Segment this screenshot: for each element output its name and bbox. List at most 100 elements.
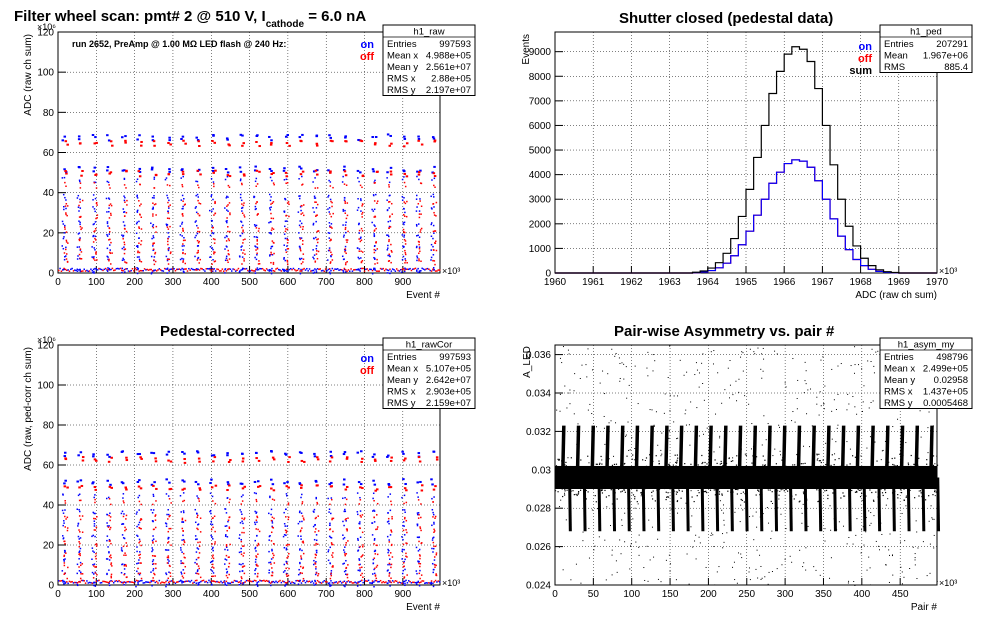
data-point-off (301, 212, 304, 214)
stats-row-value: 2.561e+07 (426, 62, 471, 73)
data-point-baseline (342, 581, 344, 583)
data-point-off (404, 240, 407, 242)
data-point-on (255, 452, 258, 455)
data-point-baseline (433, 581, 435, 583)
data-point-off (358, 563, 360, 566)
data-point-off (256, 516, 259, 519)
x-multiplier: ×10³ (442, 266, 460, 276)
data-point-baseline (224, 582, 226, 584)
data-point-outlier (870, 522, 872, 524)
data-point-outlier (692, 546, 694, 548)
data-point-baseline (336, 268, 339, 270)
data-point-off (285, 142, 289, 145)
data-point-off (242, 527, 245, 529)
data-point-on (268, 221, 270, 224)
data-point (691, 474, 693, 477)
data-point-on (270, 450, 273, 453)
data-point-off (361, 230, 364, 232)
data-point-on (343, 234, 345, 237)
data-point-baseline (58, 580, 60, 582)
data-point-on (344, 510, 347, 513)
data-point (918, 484, 920, 486)
data-point-on (165, 255, 168, 258)
data-point-off (213, 141, 217, 144)
data-point (846, 464, 848, 466)
data-point-outlier (715, 487, 717, 489)
data-point-off (388, 486, 391, 489)
data-point-outlier (615, 352, 617, 354)
data-point-on (195, 234, 197, 237)
data-point-on (181, 221, 184, 224)
data-point-on (268, 535, 271, 538)
data-point-on (166, 272, 169, 274)
data-point-off (258, 227, 260, 230)
data-point-off (213, 515, 216, 518)
spike-up (634, 425, 640, 478)
data-point (565, 461, 567, 464)
data-point-off (124, 215, 126, 217)
data-point-baseline (311, 269, 313, 272)
data-point-off (96, 573, 98, 576)
data-point-outlier (920, 488, 922, 490)
data-point-on (63, 582, 65, 585)
data-point-on (179, 547, 182, 549)
data-point-off (332, 565, 334, 567)
data-point-off (405, 175, 409, 178)
data-point-on (136, 511, 138, 513)
data-point-off (181, 185, 184, 188)
data-point-on (313, 455, 317, 458)
data-point-on (137, 267, 139, 270)
data-point-on (327, 559, 330, 562)
data-point-off (285, 531, 288, 534)
data-point-off (226, 174, 230, 177)
data-point-off (285, 567, 287, 570)
data-point (637, 475, 639, 477)
data-point-on (121, 136, 124, 139)
data-point-on (209, 267, 211, 270)
data-point-off (329, 485, 333, 488)
data-point-off (374, 216, 377, 218)
data-point-off (167, 173, 171, 176)
data-point-on (343, 570, 346, 573)
data-point-off (405, 555, 407, 558)
data-point-outlier (677, 479, 679, 481)
data-point-off (285, 516, 287, 518)
data-point-off (198, 240, 200, 243)
stats-row-key: Entries (387, 352, 417, 363)
data-point-baseline (216, 580, 218, 583)
data-point-baseline (403, 580, 406, 583)
data-point-off (433, 175, 437, 178)
data-point (706, 463, 708, 465)
data-point (757, 489, 759, 491)
data-point-on (432, 245, 434, 248)
data-point-on (270, 245, 273, 248)
data-point-on (312, 207, 314, 209)
data-point-on (92, 206, 94, 208)
data-point-on (373, 521, 376, 523)
data-point-on (76, 480, 79, 483)
data-point-baseline (245, 267, 248, 270)
data-point-on (357, 206, 360, 209)
data-point-on (299, 237, 301, 239)
data-point-on (419, 169, 422, 172)
data-point-off (229, 543, 231, 546)
data-point-on (371, 208, 373, 211)
data-point-baseline (62, 269, 64, 271)
data-point-off (226, 576, 229, 579)
data-point-baseline (241, 268, 244, 271)
data-point-baseline (314, 579, 316, 582)
data-point-baseline (126, 581, 128, 583)
y-tick-label: 9000 (529, 47, 552, 58)
data-point-off (373, 516, 375, 519)
data-point-off (272, 263, 275, 265)
data-point-baseline (134, 580, 136, 583)
legend-off: off (858, 53, 872, 65)
spike-down (803, 477, 808, 532)
data-point (858, 486, 860, 489)
spike-down (744, 477, 749, 532)
data-point-outlier (748, 567, 750, 569)
data-point-on (94, 181, 97, 184)
x-tick-label: 350 (815, 589, 832, 600)
data-point-off (139, 487, 143, 490)
data-point (739, 484, 741, 486)
